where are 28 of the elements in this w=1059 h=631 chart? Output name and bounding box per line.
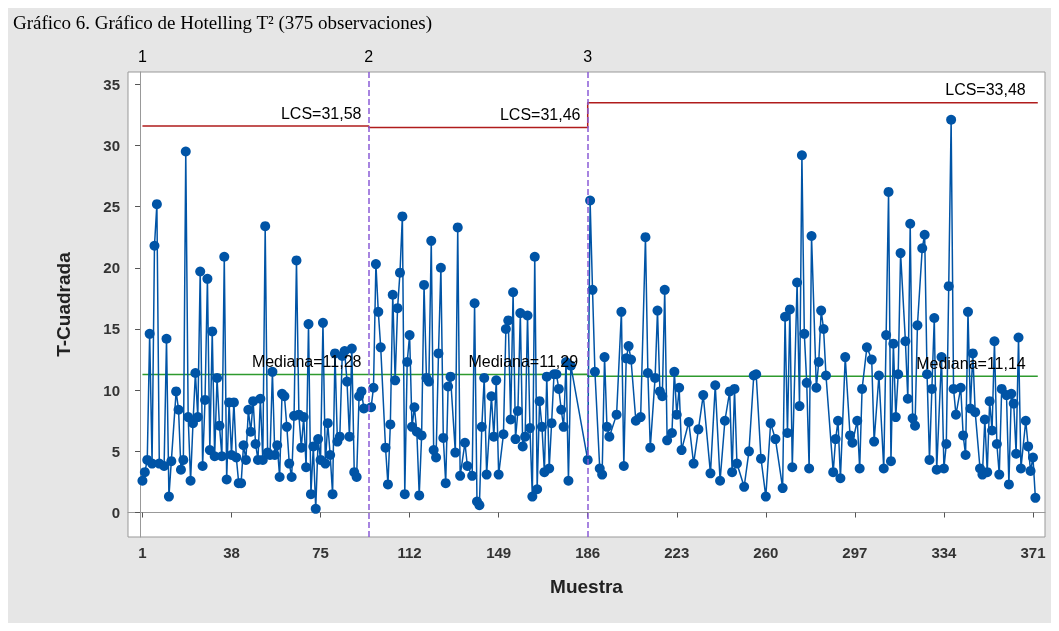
text: 2 xyxy=(364,47,374,65)
x-tick-label: 38 xyxy=(223,544,240,561)
annotation: LCS=31,46 xyxy=(499,106,581,124)
x-tick-label: 112 xyxy=(397,544,422,561)
x-tick-label: 75 xyxy=(312,544,329,561)
x-tick-label: 149 xyxy=(486,544,512,561)
text: 1 xyxy=(137,47,147,65)
x-axis-title: Muestra xyxy=(550,576,624,597)
y-tick-label: 20 xyxy=(103,259,120,277)
x-tick-label: 223 xyxy=(664,544,690,561)
y-tick-label: 5 xyxy=(111,442,120,460)
x-tick-label: 1 xyxy=(138,544,147,561)
y-tick-label: 30 xyxy=(103,136,120,154)
text: 3 xyxy=(583,47,593,65)
y-axis-title: T-Cuadrada xyxy=(53,251,74,357)
y-tick-label: 10 xyxy=(103,381,120,399)
x-tick-label: 186 xyxy=(575,544,601,561)
x-tick-label: 297 xyxy=(842,544,868,561)
y-tick-label: 25 xyxy=(103,198,120,216)
annotation: LCS=31,58 xyxy=(280,104,362,122)
x-tick-label: 371 xyxy=(1020,544,1046,561)
y-tick-label: 35 xyxy=(103,75,120,93)
x-tick-label: 334 xyxy=(931,544,958,561)
y-tick-label: 15 xyxy=(103,320,120,338)
y-tick-label: 0 xyxy=(111,504,120,522)
annotation: LCS=33,48 xyxy=(945,81,1026,99)
x-tick-label: 260 xyxy=(753,544,779,561)
chart-title: Gráfico 6. Gráfico de Hotelling T² (375 observaciones) xyxy=(13,12,432,34)
